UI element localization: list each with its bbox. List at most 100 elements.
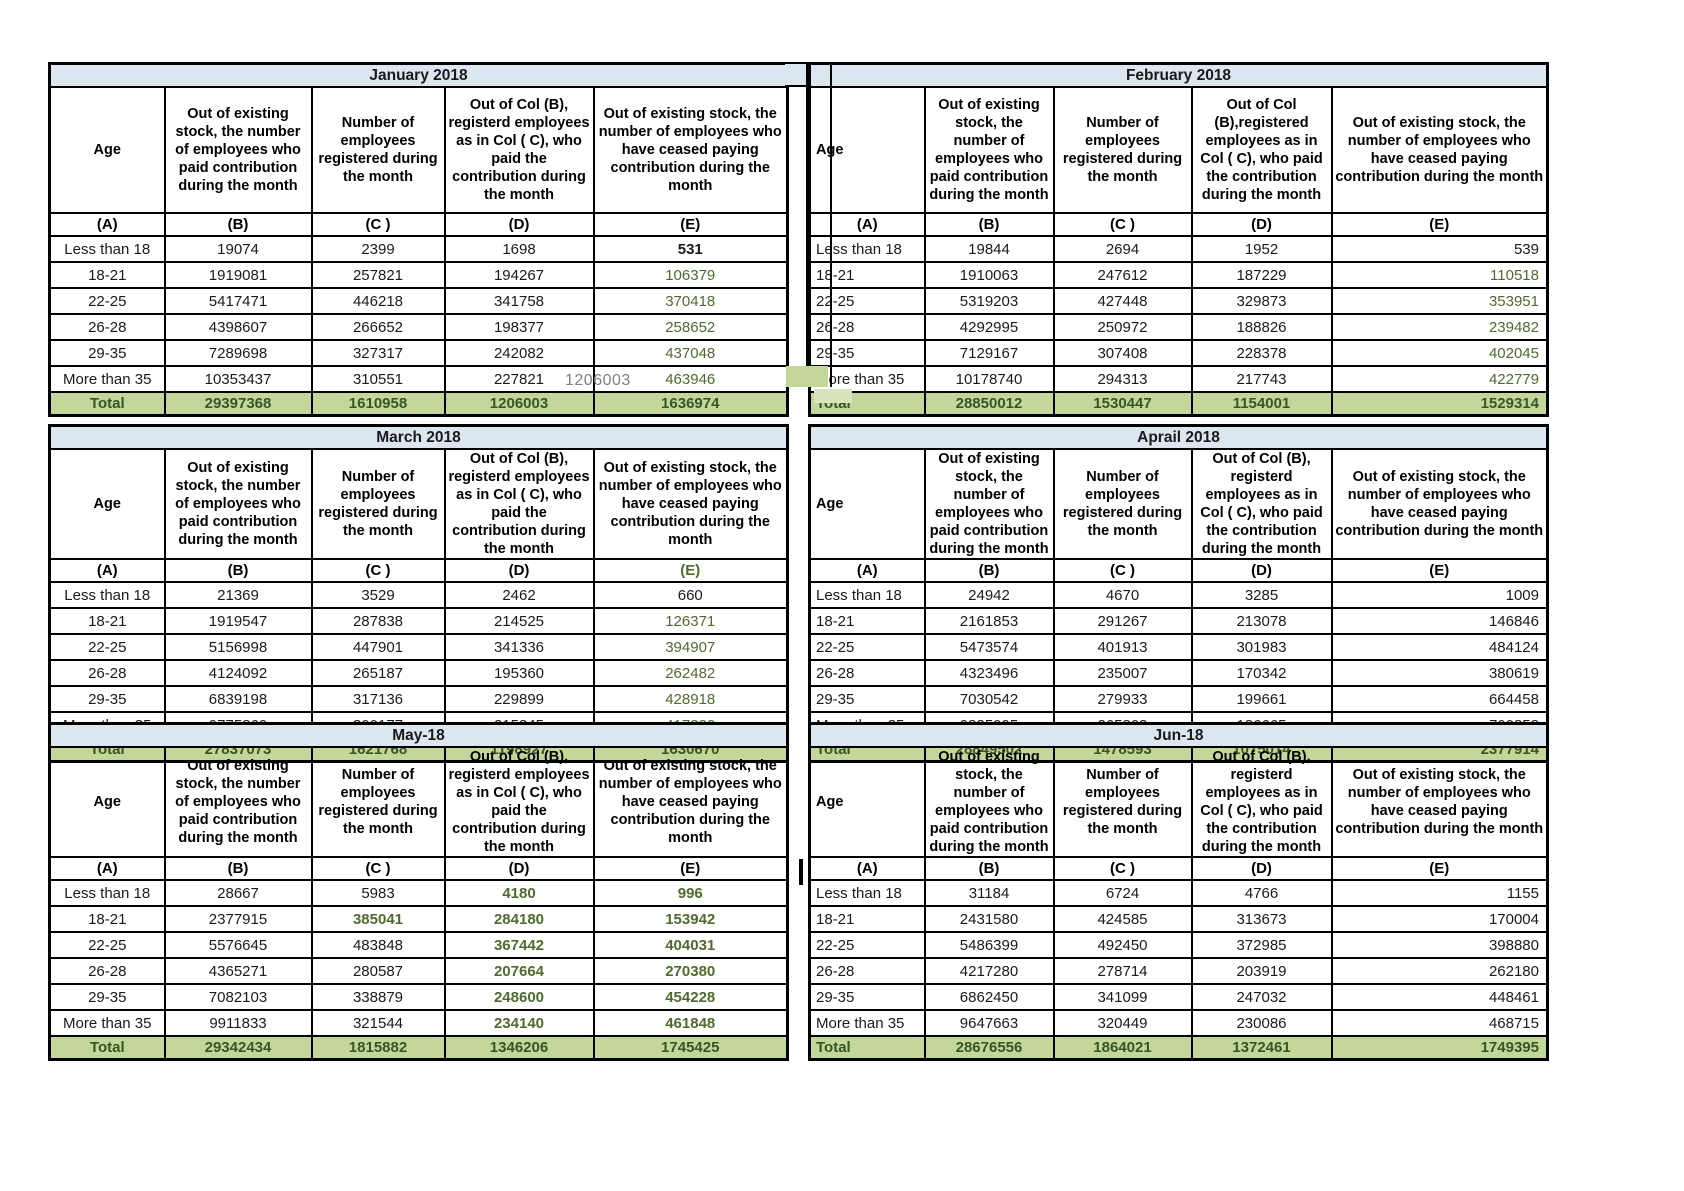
value-cell[interactable]: 1155 xyxy=(1330,879,1549,907)
value-cell[interactable]: 1009 xyxy=(1330,581,1549,609)
value-cell[interactable]: 203919 xyxy=(1190,957,1333,985)
value-cell[interactable]: 7289698 xyxy=(163,339,313,367)
col-letter[interactable]: (B) xyxy=(163,558,313,583)
col-header-e[interactable]: Out of existing stock, the number of emp… xyxy=(1330,448,1549,560)
age-cell[interactable]: 29-35 xyxy=(48,983,166,1011)
col-letter[interactable]: (B) xyxy=(923,558,1055,583)
value-cell[interactable]: 321544 xyxy=(310,1009,446,1037)
col-letter[interactable]: (C ) xyxy=(1052,856,1193,881)
total-value-cell[interactable]: 29342434 xyxy=(163,1035,313,1061)
value-cell[interactable]: 1698 xyxy=(443,235,595,263)
value-cell[interactable]: 1919547 xyxy=(163,607,313,635)
value-cell[interactable]: 353951 xyxy=(1330,287,1549,315)
total-value-cell[interactable]: 29397368 xyxy=(163,391,313,417)
value-cell[interactable]: 2462 xyxy=(443,581,595,609)
col-header-age[interactable]: Age xyxy=(48,86,166,214)
value-cell[interactable]: 484124 xyxy=(1330,633,1549,661)
value-cell[interactable]: 247032 xyxy=(1190,983,1333,1011)
value-cell[interactable]: 250972 xyxy=(1052,313,1193,341)
value-cell[interactable]: 266652 xyxy=(310,313,446,341)
col-header-age[interactable]: Age xyxy=(48,746,166,858)
value-cell[interactable]: 198377 xyxy=(443,313,595,341)
value-cell[interactable]: 242082 xyxy=(443,339,595,367)
value-cell[interactable]: 24942 xyxy=(923,581,1055,609)
value-cell[interactable]: 19844 xyxy=(923,235,1055,263)
age-cell[interactable]: 26-28 xyxy=(48,313,166,341)
total-label[interactable]: Total xyxy=(48,1035,166,1061)
total-value-cell[interactable]: 1749395 xyxy=(1330,1035,1549,1061)
value-cell[interactable]: 28667 xyxy=(163,879,313,907)
value-cell[interactable]: 7129167 xyxy=(923,339,1055,367)
col-header-b[interactable]: Out of existing stock, the number of emp… xyxy=(163,448,313,560)
age-cell[interactable]: 29-35 xyxy=(808,339,926,367)
age-cell[interactable]: 22-25 xyxy=(48,931,166,959)
value-cell[interactable]: 6724 xyxy=(1052,879,1193,907)
total-value-cell[interactable]: 1529314 xyxy=(1330,391,1549,417)
value-cell[interactable]: 228378 xyxy=(1190,339,1333,367)
total-label[interactable]: Total xyxy=(48,391,166,417)
value-cell[interactable]: 188826 xyxy=(1190,313,1333,341)
col-header-e[interactable]: Out of existing stock, the number of emp… xyxy=(1330,746,1549,858)
col-header-b[interactable]: Out of existing stock, the number of emp… xyxy=(923,86,1055,214)
value-cell[interactable]: 531 xyxy=(592,235,789,263)
age-cell[interactable]: 22-25 xyxy=(808,287,926,315)
value-cell[interactable]: 270380 xyxy=(592,957,789,985)
age-cell[interactable]: Less than 18 xyxy=(48,879,166,907)
age-cell[interactable]: 18-21 xyxy=(808,261,926,289)
age-cell[interactable]: Less than 18 xyxy=(48,235,166,263)
value-cell[interactable]: 2694 xyxy=(1052,235,1193,263)
col-header-e[interactable]: Out of existing stock, the number of emp… xyxy=(1330,86,1549,214)
value-cell[interactable]: 468715 xyxy=(1330,1009,1549,1037)
value-cell[interactable]: 461848 xyxy=(592,1009,789,1037)
value-cell[interactable]: 4365271 xyxy=(163,957,313,985)
col-letter[interactable]: (E) xyxy=(1330,212,1549,237)
value-cell[interactable]: 10178740 xyxy=(923,365,1055,393)
total-value-cell[interactable]: 1636974 xyxy=(592,391,789,417)
col-header-c[interactable]: Number of employees registered during th… xyxy=(1052,86,1193,214)
col-header-age[interactable]: Age xyxy=(808,746,926,858)
value-cell[interactable]: 3529 xyxy=(310,581,446,609)
age-cell[interactable]: 26-28 xyxy=(48,659,166,687)
col-letter[interactable]: (E) xyxy=(592,212,789,237)
value-cell[interactable]: 214525 xyxy=(443,607,595,635)
age-cell[interactable]: 29-35 xyxy=(48,339,166,367)
value-cell[interactable]: 394907 xyxy=(592,633,789,661)
col-header-b[interactable]: Out of existing stock, the number of emp… xyxy=(923,448,1055,560)
value-cell[interactable]: 372985 xyxy=(1190,931,1333,959)
value-cell[interactable]: 199661 xyxy=(1190,685,1333,713)
value-cell[interactable]: 235007 xyxy=(1052,659,1193,687)
table-title[interactable]: May-18 xyxy=(48,722,789,748)
col-header-d[interactable]: Out of Col (B),registered employees as i… xyxy=(1190,86,1333,214)
age-cell[interactable]: 29-35 xyxy=(48,685,166,713)
col-letter[interactable]: (A) xyxy=(48,212,166,237)
value-cell[interactable]: 1910063 xyxy=(923,261,1055,289)
value-cell[interactable]: 327317 xyxy=(310,339,446,367)
value-cell[interactable]: 492450 xyxy=(1052,931,1193,959)
value-cell[interactable]: 5983 xyxy=(310,879,446,907)
value-cell[interactable]: 660 xyxy=(592,581,789,609)
col-letter[interactable]: (C ) xyxy=(1052,558,1193,583)
value-cell[interactable]: 258652 xyxy=(592,313,789,341)
value-cell[interactable]: 447901 xyxy=(310,633,446,661)
value-cell[interactable]: 5156998 xyxy=(163,633,313,661)
value-cell[interactable]: 341336 xyxy=(443,633,595,661)
value-cell[interactable]: 110518 xyxy=(1330,261,1549,289)
value-cell[interactable]: 446218 xyxy=(310,287,446,315)
value-cell[interactable]: 262180 xyxy=(1330,957,1549,985)
value-cell[interactable]: 317136 xyxy=(310,685,446,713)
value-cell[interactable]: 463946 xyxy=(592,365,789,393)
value-cell[interactable]: 380619 xyxy=(1330,659,1549,687)
value-cell[interactable]: 1952 xyxy=(1190,235,1333,263)
age-cell[interactable]: 18-21 xyxy=(48,905,166,933)
value-cell[interactable]: 401913 xyxy=(1052,633,1193,661)
value-cell[interactable]: 2431580 xyxy=(923,905,1055,933)
table-title[interactable]: March 2018 xyxy=(48,424,789,450)
value-cell[interactable]: 367442 xyxy=(443,931,595,959)
age-cell[interactable]: 22-25 xyxy=(48,633,166,661)
value-cell[interactable]: 265187 xyxy=(310,659,446,687)
value-cell[interactable]: 284180 xyxy=(443,905,595,933)
col-letter[interactable]: (C ) xyxy=(310,856,446,881)
col-letter[interactable]: (B) xyxy=(923,212,1055,237)
age-cell[interactable]: More than 35 xyxy=(48,365,166,393)
value-cell[interactable]: 106379 xyxy=(592,261,789,289)
